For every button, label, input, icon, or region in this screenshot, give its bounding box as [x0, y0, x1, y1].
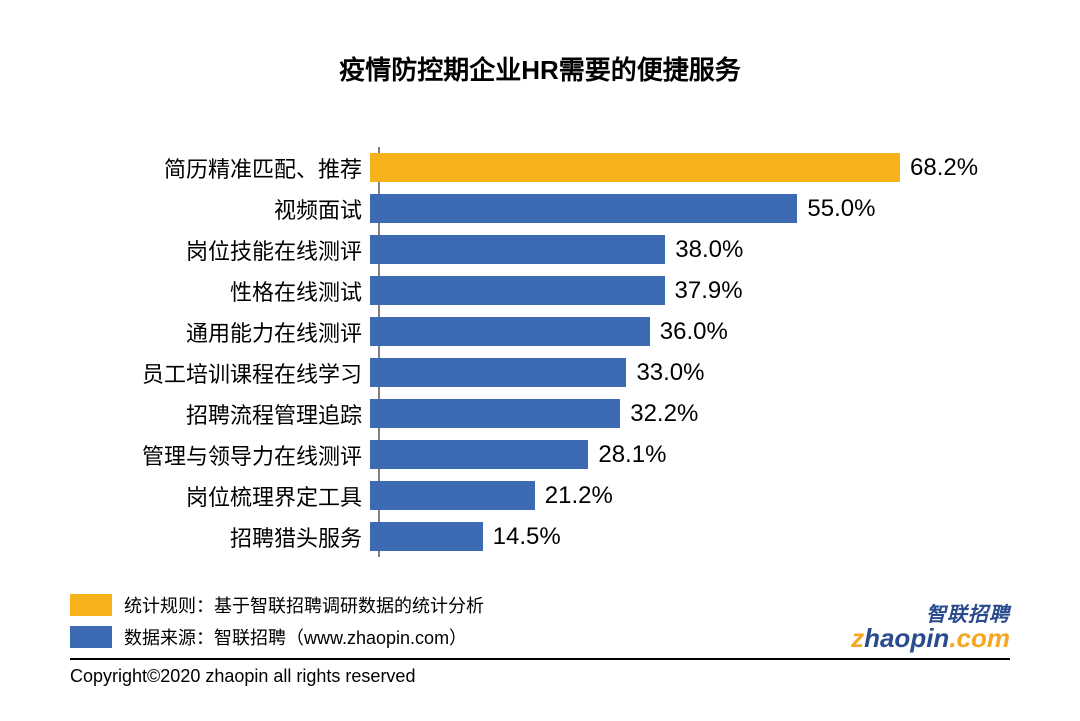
bar — [370, 399, 620, 428]
chart-title: 疫情防控期企业HR需要的便捷服务 — [70, 50, 1010, 87]
bar-value: 36.0% — [660, 318, 728, 346]
legend-text: 数据来源：智联招聘（www.zhaopin.com） — [124, 624, 467, 650]
bar-value: 28.1% — [598, 441, 666, 469]
bar — [370, 317, 650, 346]
bar-row: 管理与领导力在线测评 28.1% — [80, 434, 1010, 475]
bar — [370, 276, 665, 305]
bar-value: 33.0% — [636, 359, 704, 387]
bar — [370, 358, 626, 387]
bar — [370, 194, 797, 223]
bar-row: 岗位梳理界定工具 21.2% — [80, 475, 1010, 516]
bar-label: 性格在线测试 — [80, 275, 370, 307]
bar-label: 招聘流程管理追踪 — [80, 398, 370, 430]
bar-track: 37.9% — [370, 270, 1010, 311]
bars-container: 简历精准匹配、推荐 68.2% 视频面试 55.0% 岗位技能在线测评 38.0% 性格在线… — [80, 147, 1010, 557]
bar-label: 视频面试 — [80, 193, 370, 225]
bar-track: 32.2% — [370, 393, 1010, 434]
bar-track: 28.1% — [370, 434, 1010, 475]
bar-track: 14.5% — [370, 516, 1010, 557]
bar-label: 员工培训课程在线学习 — [80, 357, 370, 389]
footer: 统计规则：基于智联招聘调研数据的统计分析数据来源：智联招聘（www.zhaopi… — [70, 592, 1010, 687]
bar-row: 通用能力在线测评 36.0% — [80, 311, 1010, 352]
logo-en: zhaopin.com — [851, 625, 1010, 651]
bar-value: 14.5% — [493, 523, 561, 551]
bar-value: 21.2% — [545, 482, 613, 510]
legend-swatch — [70, 626, 112, 648]
brand-logo: 智联招聘 zhaopin.com — [851, 605, 1010, 651]
bar-track: 21.2% — [370, 475, 1010, 516]
bar-row: 视频面试 55.0% — [80, 188, 1010, 229]
bar — [370, 481, 535, 510]
copyright-text: Copyright©2020 zhaopin all rights reserv… — [70, 666, 415, 686]
bar-value: 32.2% — [630, 400, 698, 428]
bar-label: 招聘猎头服务 — [80, 521, 370, 553]
bar-track: 55.0% — [370, 188, 1010, 229]
bar-label: 通用能力在线测评 — [80, 316, 370, 348]
bar-row: 岗位技能在线测评 38.0% — [80, 229, 1010, 270]
bar-row: 招聘猎头服务 14.5% — [80, 516, 1010, 557]
bar-value: 37.9% — [675, 277, 743, 305]
bar-value: 68.2% — [910, 154, 978, 182]
bar-row: 性格在线测试 37.9% — [80, 270, 1010, 311]
bar-row: 招聘流程管理追踪 32.2% — [80, 393, 1010, 434]
logo-cn: 智联招聘 — [851, 605, 1010, 625]
copyright-divider: Copyright©2020 zhaopin all rights reserv… — [70, 658, 1010, 687]
bar — [370, 235, 665, 264]
bar — [370, 440, 588, 469]
legend-swatch — [70, 594, 112, 616]
bar-label: 管理与领导力在线测评 — [80, 439, 370, 471]
bar — [370, 522, 483, 551]
bar-track: 68.2% — [370, 147, 1010, 188]
bar-row: 简历精准匹配、推荐 68.2% — [80, 147, 1010, 188]
legend-text: 统计规则：基于智联招聘调研数据的统计分析 — [124, 592, 484, 618]
bar-value: 38.0% — [675, 236, 743, 264]
bar-track: 33.0% — [370, 352, 1010, 393]
bar-label: 岗位技能在线测评 — [80, 234, 370, 266]
bar-label: 简历精准匹配、推荐 — [80, 152, 370, 184]
bar-label: 岗位梳理界定工具 — [80, 480, 370, 512]
bar-track: 36.0% — [370, 311, 1010, 352]
bar-track: 38.0% — [370, 229, 1010, 270]
bar-value: 55.0% — [807, 195, 875, 223]
chart-area: 简历精准匹配、推荐 68.2% 视频面试 55.0% 岗位技能在线测评 38.0% 性格在线… — [80, 147, 1010, 557]
bar-row: 员工培训课程在线学习 33.0% — [80, 352, 1010, 393]
bar — [370, 153, 900, 182]
